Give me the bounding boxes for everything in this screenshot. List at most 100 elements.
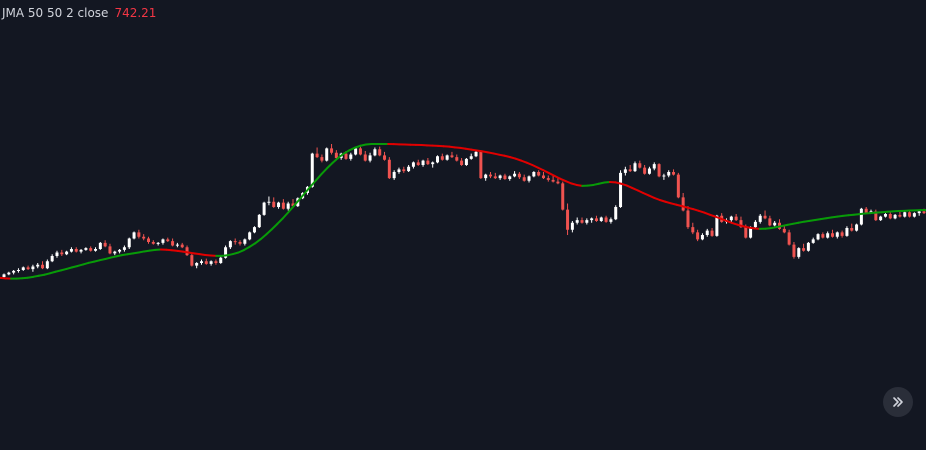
candle <box>672 169 676 176</box>
candle-body <box>474 151 478 157</box>
indicator-legend[interactable]: JMA 50 50 2 close 742.21 <box>2 4 156 22</box>
candle-body <box>262 202 266 215</box>
candle <box>460 158 464 166</box>
candle <box>715 214 719 237</box>
candle-body <box>402 169 406 172</box>
candle <box>821 232 825 239</box>
candle <box>604 215 608 223</box>
jma-segment <box>559 177 567 183</box>
candle-body <box>922 211 926 214</box>
jma-segment <box>348 146 356 152</box>
candle <box>883 213 887 218</box>
jma-segment <box>254 238 262 245</box>
candle-body <box>898 214 902 217</box>
candle <box>436 155 440 164</box>
candle-body <box>859 208 863 225</box>
candle <box>585 218 589 225</box>
candle <box>508 175 512 181</box>
candle-body <box>609 219 613 222</box>
candle <box>445 154 449 161</box>
candle <box>845 226 849 237</box>
candle <box>888 212 892 220</box>
candle <box>590 217 594 223</box>
candle-body <box>469 156 473 159</box>
candle <box>416 159 420 166</box>
candle-body <box>700 235 704 240</box>
candle-body <box>566 209 570 230</box>
double-chevron-right-icon <box>893 397 903 407</box>
jma-segment <box>553 174 562 180</box>
candle-body <box>363 154 367 161</box>
candle-body <box>883 214 887 217</box>
candle-body <box>912 213 916 217</box>
candle-body <box>753 221 757 228</box>
candle <box>137 229 141 239</box>
jma-segment <box>326 161 334 170</box>
candle <box>599 216 603 222</box>
candle <box>522 174 526 182</box>
candle <box>594 215 598 222</box>
candle <box>811 237 815 244</box>
candle-body <box>517 173 521 178</box>
candle <box>734 214 738 221</box>
candle-body <box>705 230 709 235</box>
candle-body <box>464 158 468 165</box>
candle <box>541 172 545 179</box>
candle-body <box>281 202 285 209</box>
candle <box>334 150 338 159</box>
candle-body <box>392 172 396 179</box>
jma-segment <box>331 156 340 164</box>
candle-body <box>310 153 314 187</box>
candle-body <box>421 160 425 165</box>
candle <box>349 152 353 161</box>
candle-body <box>426 160 430 165</box>
candle <box>797 247 801 259</box>
candle-body <box>864 208 868 214</box>
candle <box>12 270 16 275</box>
candle-body <box>879 216 883 221</box>
candle-body <box>787 232 791 245</box>
candle <box>792 242 796 259</box>
candle-body <box>69 249 73 252</box>
candle-body <box>368 155 372 161</box>
candle <box>180 242 184 249</box>
candle-body <box>893 214 897 219</box>
candle <box>782 226 786 234</box>
candle <box>474 151 478 158</box>
candle <box>787 229 791 246</box>
candle-body <box>503 175 507 179</box>
candle-body <box>840 232 844 236</box>
candle <box>830 229 834 238</box>
candle <box>575 217 579 225</box>
candle <box>532 171 536 178</box>
candle <box>320 154 324 163</box>
candle-body <box>522 177 526 181</box>
candle <box>806 242 810 252</box>
candle-body <box>431 162 435 165</box>
candle <box>426 158 430 165</box>
candle <box>763 210 767 220</box>
candle-body <box>416 162 420 165</box>
jma-segment <box>547 172 556 177</box>
candle <box>383 151 387 161</box>
candle-body <box>373 149 377 156</box>
scroll-to-realtime-button[interactable] <box>883 387 913 417</box>
jma-segment <box>303 185 312 194</box>
candle-body <box>850 228 854 231</box>
candle-body <box>594 218 598 221</box>
candle-body <box>681 197 685 211</box>
candle <box>281 199 285 210</box>
candle <box>411 161 415 169</box>
candle-body <box>180 244 184 248</box>
candle <box>55 250 59 258</box>
candle <box>777 219 781 230</box>
candle-body <box>532 172 536 177</box>
candle <box>387 157 391 179</box>
candle-body <box>498 175 502 179</box>
candle-body <box>41 264 45 269</box>
candle-body <box>797 248 801 257</box>
jma-segment <box>315 172 323 182</box>
candle <box>488 172 492 179</box>
